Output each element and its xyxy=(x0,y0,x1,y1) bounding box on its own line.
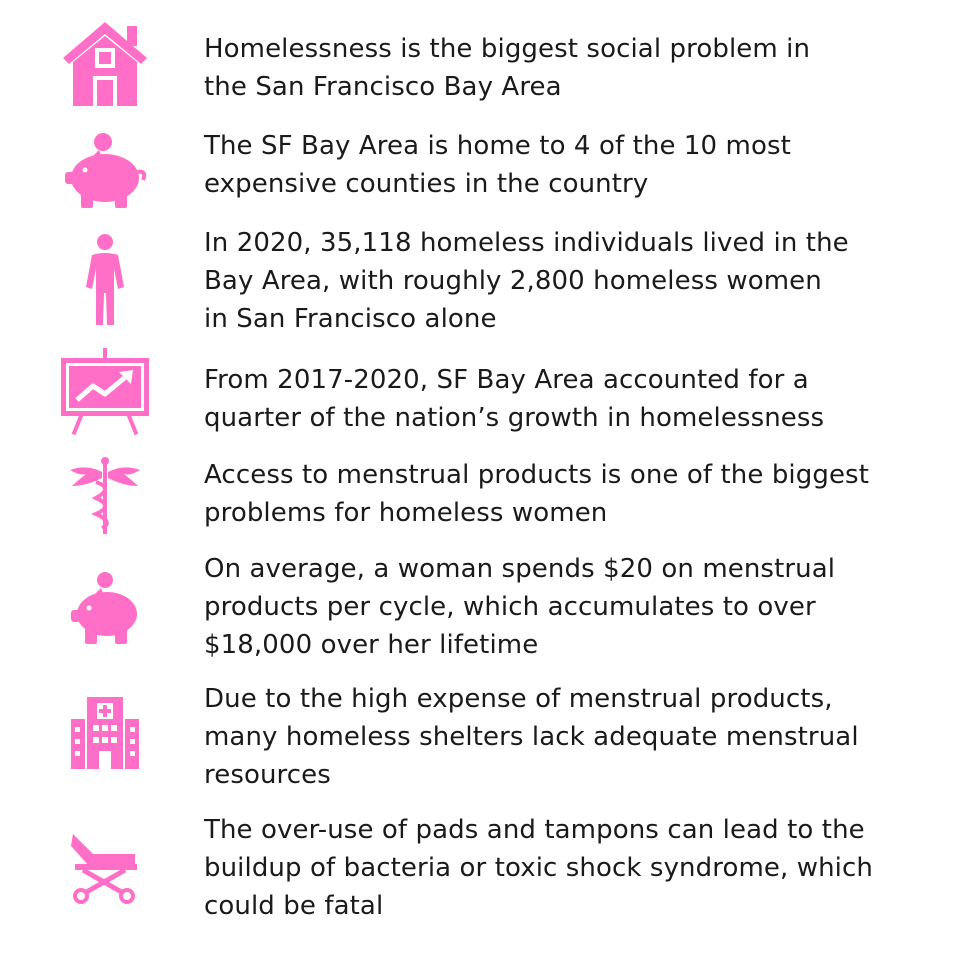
fact-text: On average, a woman spends $20 on menstr… xyxy=(204,554,836,660)
fact-text: Due to the high expense of menstrual pro… xyxy=(204,684,859,790)
hospital-icon xyxy=(50,692,160,772)
piggy-bank-icon xyxy=(50,130,160,214)
fact-text: From 2017-2020, SF Bay Area accounted fo… xyxy=(204,365,825,433)
caduceus-icon xyxy=(50,456,160,536)
fact-text: The SF Bay Area is home to 4 of the 10 m… xyxy=(204,131,791,199)
fact-text: Access to menstrual products is one of t… xyxy=(204,460,869,528)
house-icon xyxy=(50,18,160,110)
growth-chart-icon xyxy=(50,346,160,438)
fact-text: The over-use of pads and tampons can lea… xyxy=(204,815,873,921)
fact-text: In 2020, 35,118 homeless individuals liv… xyxy=(204,228,849,334)
fact-text: Homelessness is the biggest social probl… xyxy=(204,34,811,102)
piggy-bank-icon xyxy=(50,570,160,646)
stretcher-icon xyxy=(50,826,160,906)
woman-icon xyxy=(50,232,160,328)
